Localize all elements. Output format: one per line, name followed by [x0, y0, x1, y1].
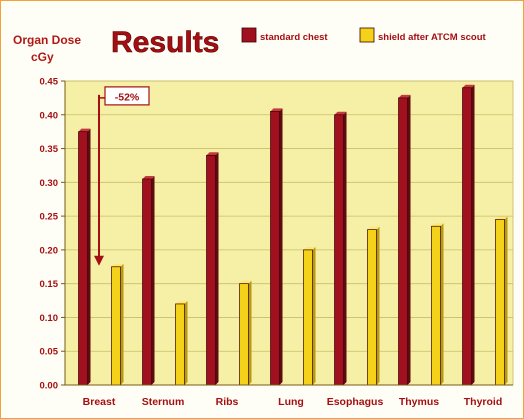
- y-tick-label: 0.05: [40, 347, 59, 358]
- bar-top: [78, 128, 91, 132]
- bar-top: [334, 111, 347, 115]
- bar-top: [303, 246, 316, 250]
- annotation-arrow-head: [94, 255, 104, 266]
- y-tick-label: 0.20: [40, 245, 59, 256]
- bar-standard-chest-ribs: [206, 152, 219, 386]
- bar-face: [431, 225, 441, 386]
- bar-face: [398, 97, 408, 386]
- x-category-label: Thymus: [399, 396, 439, 408]
- chart-title: Results: [111, 26, 219, 59]
- bar-side: [87, 128, 91, 385]
- bar-side: [215, 152, 219, 385]
- bar-side: [440, 223, 444, 385]
- bar-face: [239, 283, 249, 386]
- bar-side: [504, 216, 508, 385]
- bars: [78, 84, 508, 386]
- x-category-label: Esophagus: [327, 396, 384, 408]
- bar-standard-chest-thymus: [398, 94, 411, 386]
- bar-shield-after-atcm-scout-ribs: [239, 280, 252, 386]
- annotation: -52%: [94, 86, 150, 266]
- y-tick-label: 0.10: [40, 313, 59, 324]
- bar-standard-chest-thyroid: [462, 84, 475, 386]
- y-tick-label: 0.30: [40, 178, 59, 189]
- bar-top: [431, 223, 444, 227]
- y-tick-label: 0.15: [40, 279, 59, 290]
- y-axis-label-line-1: Organ Dose: [13, 33, 81, 47]
- bar-shield-after-atcm-scout-breast: [111, 263, 124, 386]
- bar-shield-after-atcm-scout-esophagus: [367, 226, 380, 386]
- x-category-label: Breast: [83, 396, 116, 408]
- bar-face: [111, 266, 121, 386]
- bar-standard-chest-sternum: [142, 175, 155, 386]
- bar-side: [248, 280, 252, 385]
- y-tick-label: 0.45: [40, 77, 59, 88]
- plot-area: [64, 80, 514, 386]
- bar-side: [120, 263, 124, 385]
- bar-shield-after-atcm-scout-lung: [303, 246, 316, 386]
- bar-standard-chest-esophagus: [334, 111, 347, 386]
- bar-shield-after-atcm-scout-thyroid: [495, 216, 508, 386]
- bar-face: [334, 114, 344, 386]
- legend-swatch-shield-after-atcm-scout: [359, 27, 375, 43]
- bar-top: [367, 226, 380, 230]
- x-category-label: Sternum: [142, 396, 185, 408]
- legend-label-standard-chest: standard chest: [260, 32, 328, 43]
- bar-top: [398, 94, 411, 98]
- bar-face: [270, 111, 280, 386]
- y-tick-label: 0.00: [40, 381, 59, 392]
- bar-side: [471, 84, 475, 385]
- bar-top: [142, 175, 155, 179]
- x-category-label: Thyroid: [464, 396, 503, 408]
- bar-face: [462, 87, 472, 386]
- bar-side: [407, 94, 411, 385]
- bar-top: [175, 300, 188, 304]
- bar-face: [367, 229, 377, 386]
- y-tick-label: 0.40: [40, 110, 59, 121]
- legend-label-shield-after-atcm-scout: shield after ATCM scout: [378, 32, 487, 43]
- bar-top: [462, 84, 475, 88]
- bar-shield-after-atcm-scout-sternum: [175, 300, 188, 386]
- x-category-label: Ribs: [216, 396, 239, 408]
- bar-standard-chest-breast: [78, 128, 91, 386]
- bar-face: [303, 249, 313, 386]
- bar-side: [312, 246, 316, 385]
- annotation-text: -52%: [115, 91, 140, 103]
- annotation-box: [104, 86, 150, 106]
- y-axis-ticks: 0.00 0.05 0.10 0.15 0.20 0.25 0.30 0.35 0.40 0.45: [40, 77, 65, 392]
- bar-top: [206, 152, 219, 156]
- bar-top: [270, 108, 283, 112]
- legend-swatch-standard-chest: [241, 27, 257, 43]
- bar-standard-chest-lung: [270, 108, 283, 386]
- bar-face: [142, 178, 152, 386]
- bar-side: [376, 226, 380, 385]
- bar-side: [279, 108, 283, 386]
- bar-side: [184, 300, 188, 385]
- x-category-label: Lung: [278, 396, 304, 408]
- x-axis-categories: Breast Sternum Ribs Lung Esophagus Thymus Thyr…: [83, 396, 503, 408]
- bar-face: [78, 131, 88, 386]
- y-tick-label: 0.25: [40, 212, 59, 223]
- y-tick-label: 0.35: [40, 144, 59, 155]
- bar-side: [343, 111, 347, 386]
- y-axis-label-line-2: cGy: [31, 50, 54, 64]
- bar-face: [206, 154, 216, 386]
- bar-top: [111, 263, 124, 267]
- bar-side: [151, 175, 155, 385]
- bar-top: [239, 280, 252, 284]
- grid-lines: [65, 80, 513, 352]
- bar-top: [495, 216, 508, 220]
- bar-face: [175, 303, 185, 386]
- bar-shield-after-atcm-scout-thymus: [431, 223, 444, 386]
- bar-face: [495, 219, 505, 386]
